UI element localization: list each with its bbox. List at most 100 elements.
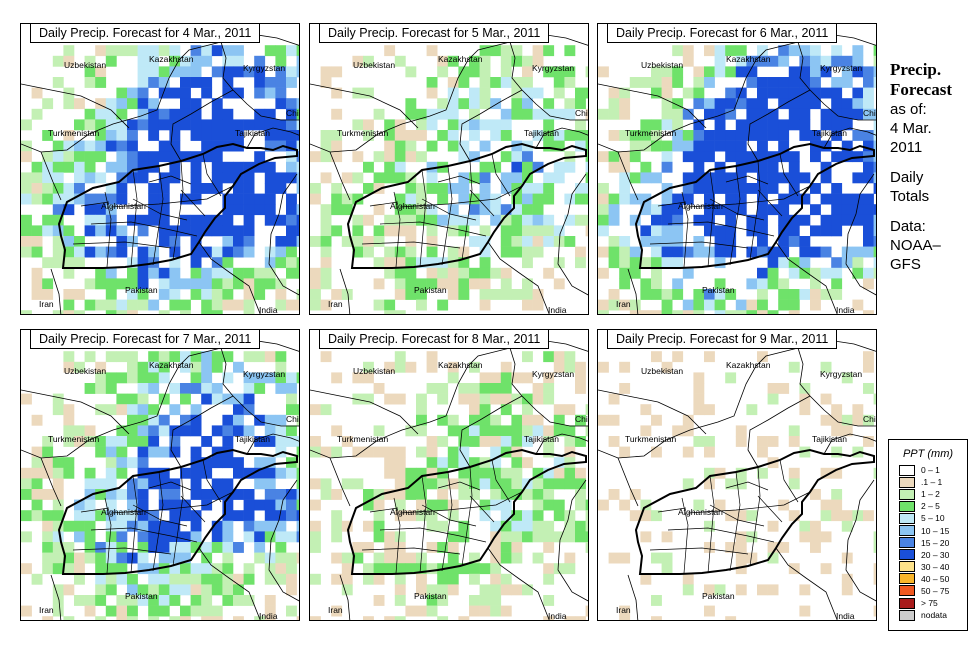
precip-cell bbox=[116, 45, 128, 57]
precip-cell bbox=[95, 595, 107, 606]
precip-cell bbox=[243, 489, 255, 500]
precip-cell bbox=[714, 584, 726, 596]
precip-cell bbox=[651, 351, 662, 363]
precip-cell bbox=[426, 478, 438, 490]
precip-cell bbox=[522, 531, 533, 543]
precip-cell bbox=[137, 87, 149, 99]
precip-cell bbox=[384, 267, 396, 279]
precip-cell bbox=[95, 361, 107, 373]
label-pakistan: Pakistan bbox=[702, 285, 735, 295]
precip-cell bbox=[479, 404, 491, 416]
precip-cell bbox=[532, 204, 544, 216]
precip-cell bbox=[511, 520, 523, 532]
precip-cell bbox=[296, 130, 299, 141]
precip-cell bbox=[553, 108, 565, 120]
precip-cell bbox=[405, 236, 417, 247]
precip-cell bbox=[810, 98, 821, 110]
precip-cell bbox=[105, 45, 117, 57]
precip-cell bbox=[52, 605, 64, 617]
precip-cell bbox=[682, 267, 694, 279]
precip-cell bbox=[553, 404, 565, 416]
precip-cell bbox=[363, 183, 374, 194]
precip-cell bbox=[799, 257, 811, 269]
precip-cell bbox=[757, 246, 768, 258]
precip-cell bbox=[479, 478, 491, 490]
precip-cell bbox=[437, 616, 449, 620]
precip-cell bbox=[863, 236, 874, 247]
province-border bbox=[72, 547, 172, 555]
precip-cell bbox=[873, 77, 876, 88]
label-china: China bbox=[863, 414, 877, 424]
precip-cell bbox=[416, 605, 427, 617]
precip-cell bbox=[320, 151, 332, 163]
legend-swatch bbox=[899, 609, 915, 621]
precip-cell bbox=[74, 193, 85, 205]
precip-cell bbox=[201, 267, 213, 279]
precip-cell bbox=[629, 299, 641, 311]
precip-cell bbox=[84, 478, 96, 490]
precip-cell bbox=[127, 404, 138, 416]
precip-cell bbox=[169, 499, 181, 511]
precip-cell bbox=[714, 55, 726, 67]
precip-cell bbox=[532, 531, 544, 543]
precip-cell bbox=[511, 446, 523, 458]
precip-cell bbox=[426, 77, 438, 88]
precip-cell bbox=[105, 310, 117, 314]
precip-cell bbox=[84, 489, 96, 500]
precip-cell bbox=[725, 542, 737, 553]
precip-cell bbox=[767, 310, 779, 314]
precip-cell bbox=[211, 246, 223, 258]
precip-cell bbox=[158, 193, 170, 205]
precip-cell bbox=[405, 361, 417, 373]
precip-cell bbox=[672, 425, 684, 437]
precip-cell bbox=[873, 393, 876, 405]
precip-cell bbox=[95, 267, 107, 279]
country-border bbox=[220, 41, 299, 121]
precip-cell bbox=[169, 45, 181, 57]
precip-cell bbox=[522, 289, 533, 300]
precip-cell bbox=[275, 98, 287, 110]
precip-cell bbox=[127, 87, 138, 99]
precip-cell bbox=[490, 289, 502, 300]
precip-cell bbox=[190, 520, 202, 532]
precip-cell bbox=[137, 393, 149, 405]
precip-cell bbox=[598, 151, 609, 163]
precip-cell bbox=[693, 214, 705, 226]
precip-cell bbox=[211, 267, 223, 279]
legend-item: 20 – 30 bbox=[899, 549, 967, 561]
precip-cell bbox=[458, 436, 470, 447]
precip-cell bbox=[852, 257, 864, 269]
precip-cell bbox=[873, 161, 876, 173]
label-kyrgyzstan: Kyrgyzstan bbox=[532, 369, 574, 379]
province-border bbox=[393, 497, 401, 574]
precip-cell bbox=[873, 236, 876, 247]
legend-item: .1 – 1 bbox=[899, 476, 967, 488]
precip-cell bbox=[137, 499, 149, 511]
totals-label: Totals bbox=[890, 188, 930, 205]
precip-cell bbox=[52, 310, 64, 314]
precip-cell bbox=[264, 267, 276, 279]
precip-cell bbox=[148, 119, 160, 131]
precip-cell bbox=[127, 45, 138, 57]
precip-cell bbox=[788, 151, 800, 163]
label-india: India bbox=[548, 611, 567, 621]
province-border bbox=[725, 481, 769, 491]
precip-cell bbox=[767, 278, 779, 290]
precip-cell bbox=[233, 119, 244, 131]
precip-cell bbox=[243, 520, 255, 532]
precip-cell bbox=[704, 66, 715, 78]
precip-cell bbox=[543, 563, 555, 575]
precip-cell bbox=[384, 531, 396, 543]
precip-cell bbox=[148, 98, 160, 110]
precip-cell bbox=[522, 457, 533, 469]
precip-cell bbox=[127, 172, 138, 184]
precip-cell bbox=[243, 310, 255, 314]
precip-cell bbox=[522, 98, 533, 110]
precip-cell bbox=[672, 66, 684, 78]
precip-cell bbox=[767, 520, 779, 532]
precip-cell bbox=[735, 310, 747, 314]
precip-cell bbox=[158, 108, 170, 120]
precip-cell bbox=[180, 77, 191, 88]
precip-cell bbox=[447, 108, 459, 120]
province-border bbox=[152, 471, 164, 572]
